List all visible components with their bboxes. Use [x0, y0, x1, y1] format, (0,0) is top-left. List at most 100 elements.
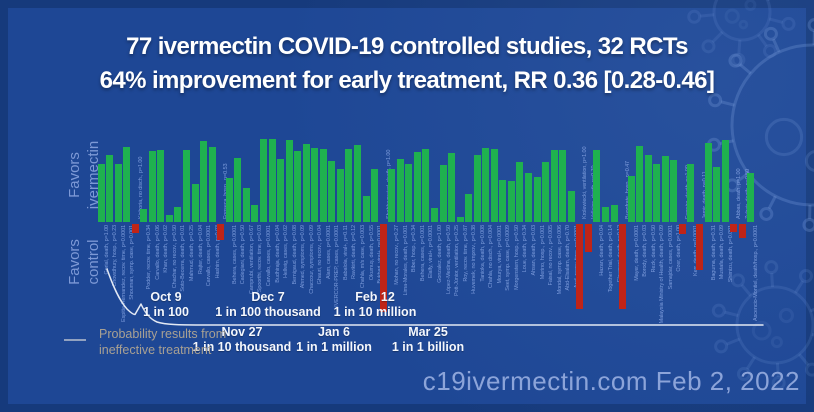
study-bar	[678, 224, 686, 234]
title-line-1: 77 ivermectin COVID-19 controlled studie…	[126, 33, 688, 60]
study-bar	[165, 215, 173, 222]
study-bar	[696, 224, 703, 270]
study-label: Podder, recov. time, p=0.34	[146, 225, 153, 290]
study-bar	[448, 153, 456, 222]
study-bar	[114, 164, 122, 222]
study-label: Chahla, no disch., p=0.004	[488, 225, 495, 288]
study-bar	[636, 146, 644, 222]
study-bar	[379, 224, 387, 312]
study-bar	[550, 150, 558, 222]
study-bar	[157, 150, 165, 222]
study-bar	[542, 162, 550, 222]
legend-line-1: Probability results from	[99, 327, 227, 341]
study-bar	[610, 205, 618, 222]
study-bar	[123, 147, 131, 222]
study-label: Mayer, death, p=0.0001	[633, 225, 640, 281]
study-label: Soto-Becerra, death, p=0.01	[180, 225, 187, 292]
study-bar	[653, 164, 661, 222]
study-bar	[277, 159, 285, 222]
study-bar	[251, 205, 259, 222]
marker-probability: 1 in 100 thousand	[215, 305, 321, 319]
marker-probability: 1 in 100	[143, 305, 189, 319]
study-label: Shimizu, death, p=0.001	[727, 225, 734, 283]
study-label: Merino, hosp., p=0.001	[539, 225, 546, 280]
study-label: Samajdar, cases, p=0.0001	[667, 225, 674, 290]
study-label: Morgenstern, hosp., p=0.50	[513, 225, 520, 290]
study-bar	[268, 139, 276, 222]
study-bar	[738, 224, 746, 238]
source-footer: c19ivermectin.com Feb 2, 2022	[422, 366, 800, 396]
study-label: Chahla, m/s case, p=0.003	[360, 225, 366, 289]
study-label: Mourya, viral+, p=0.0001	[496, 225, 503, 284]
study-bar	[396, 159, 404, 222]
study-label: Borody, death, p=0.03	[642, 225, 649, 277]
study-label: Abbas, death, p=1.00	[736, 168, 743, 219]
study-label: Mondal, symp. case, p=0.006	[556, 225, 563, 295]
study-bar	[601, 207, 609, 222]
study-label: López-Medina, death, p=0.50	[445, 225, 452, 295]
marker-date: Dec 7	[251, 290, 285, 304]
study-label: Alam, cases, p=0.0001	[325, 225, 332, 280]
study-label: Rajter, death, p=0.04	[197, 225, 204, 275]
study-label: Carvallo, cases, p=0.0001	[265, 225, 272, 287]
study-label: Loue, death, p=0.34	[522, 225, 529, 273]
study-bar	[619, 224, 627, 309]
study-bar	[311, 148, 319, 222]
study-label: Pott-Júnior, ventilation, p=0.25	[454, 225, 461, 296]
study-bar	[661, 156, 669, 222]
study-bar	[285, 140, 293, 222]
study-bar	[131, 224, 139, 233]
study-bar	[405, 164, 413, 222]
timeline-marker: Nov 27 1 in 10 thousand	[193, 325, 292, 354]
study-bar	[234, 158, 242, 222]
study-label: Mustafa, death, p=0.09	[719, 225, 726, 280]
study-bar	[713, 167, 721, 222]
study-bar	[302, 144, 310, 222]
study-label: Camprubí, ventilation, p=0.67	[248, 225, 255, 295]
study-label: Behera, cases, p=0.0001	[231, 225, 238, 285]
title-line-2: 64% improvement for early treatment, RR …	[99, 67, 715, 94]
marker-probability: 1 in 1 billion	[391, 340, 465, 354]
study-bar	[456, 217, 464, 222]
study-bar	[191, 184, 199, 222]
study-label: Rezk, death, p=0.50	[650, 225, 657, 273]
probability-legend: Probability results from ineffective tre…	[99, 326, 226, 358]
study-label: Carvallo, death, p=0.06	[154, 225, 161, 280]
study-label: Gorial, death, p=1.00	[103, 225, 110, 275]
study-label: Elalfy, viral+, p=0.0001	[428, 225, 435, 279]
study-bar	[473, 155, 481, 222]
study-bar	[336, 169, 344, 222]
study-bar	[533, 177, 541, 222]
study-bar	[730, 224, 738, 232]
marker-date: Feb 12	[355, 290, 395, 304]
study-label: Spoorthi, recov. time, p=0.03	[257, 225, 264, 293]
study-bar	[354, 145, 361, 222]
study-label: Chachar, no recov., p=0.50	[171, 225, 178, 289]
study-label: Shouman, symp. case, p=0.001	[129, 225, 136, 300]
study-bar	[183, 150, 190, 222]
study-label: Krolewiecki, ventilation, p=1.00	[582, 146, 589, 219]
study-label: Mahmud, death, p=0.25	[189, 225, 195, 282]
study-bar	[482, 148, 490, 222]
study-bar	[242, 188, 250, 222]
study-bar	[567, 191, 575, 222]
study-bar	[422, 149, 430, 222]
study-bar	[499, 180, 507, 222]
study-label: Roy, recov. time, p=0.87	[462, 225, 469, 282]
study-bar	[371, 169, 379, 222]
study-label: Ahmed, symptoms, p=0.09	[300, 225, 307, 289]
study-bar	[439, 165, 447, 222]
study-bar	[140, 209, 148, 222]
study-bar	[507, 181, 515, 222]
study-label: Behera, cases, p=0.001	[419, 225, 426, 282]
study-bar	[362, 196, 370, 222]
study-label: Budhiraja, death, p=0.04	[274, 225, 281, 283]
study-label: Chowdhury, hosp., p=0.23	[112, 225, 119, 287]
study-label: Abd-Elsalam, death, p=0.70	[565, 225, 572, 291]
study-label: Ghauri, no recov., p=0.04	[317, 225, 324, 285]
study-label: Espitia-Hernandez, recov. time, p=0.0001	[120, 225, 127, 322]
study-label: Gonzalez, death, p=1.00	[436, 225, 443, 283]
